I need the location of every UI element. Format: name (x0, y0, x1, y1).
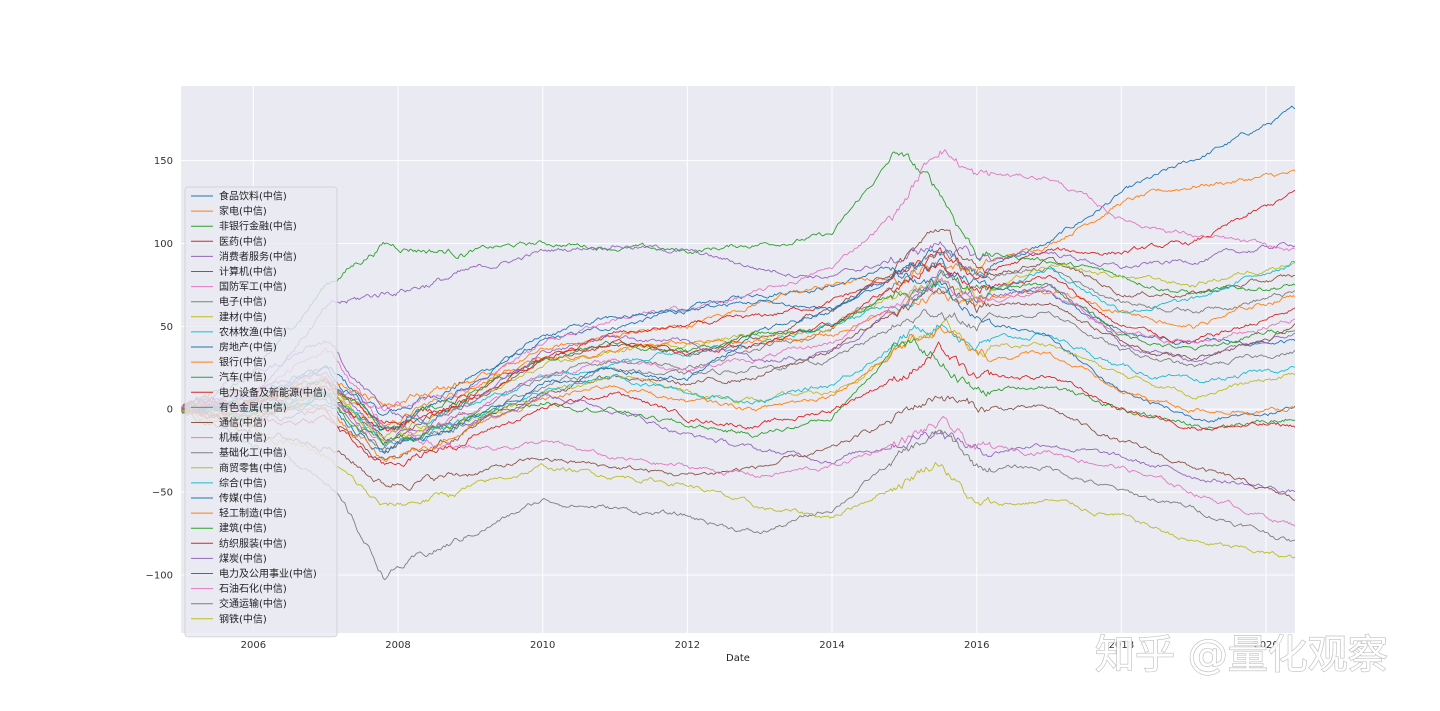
series-line (181, 228, 1295, 442)
legend-label: 汽车(中信) (219, 371, 267, 384)
series-line (181, 270, 1295, 429)
series-line (181, 409, 1295, 581)
legend-label: 基础化工(中信) (219, 446, 287, 459)
legend: 食品饮料(中信) 家电(中信) 非银行金融(中信) 医药(中信) 消费者服务(中信) 计算… (184, 186, 338, 638)
series-line (181, 275, 1295, 443)
x-axis-label: Date (726, 653, 750, 664)
series-line (181, 341, 1295, 467)
y-tick-label: 50 (160, 322, 173, 333)
legend-label: 商贸零售(中信) (219, 461, 287, 474)
legend-label: 国防军工(中信) (219, 280, 287, 293)
x-tick-label: 2006 (241, 640, 266, 651)
legend-box (184, 186, 338, 638)
legend-label: 电子(中信) (219, 295, 267, 308)
series-line (181, 347, 1295, 527)
series-line (181, 189, 1295, 426)
legend-label: 房地产(中信) (219, 341, 277, 354)
series-line (181, 340, 1295, 493)
y-tick-label: −50 (152, 488, 173, 499)
x-tick-label: 2020 (1253, 640, 1278, 651)
y-tick-label: 0 (167, 405, 173, 416)
legend-label: 电力设备及新能源(中信) (219, 386, 327, 399)
legend-label: 消费者服务(中信) (219, 250, 297, 263)
series-line (181, 241, 1295, 412)
legend-label: 煤炭(中信) (219, 552, 267, 565)
series-line (181, 308, 1295, 450)
legend-label: 建材(中信) (219, 310, 267, 323)
y-tick-label: 100 (154, 239, 173, 250)
x-tick-label: 2012 (675, 640, 700, 651)
legend-label: 交通运输(中信) (219, 597, 287, 610)
legend-label: 有色金属(中信) (219, 401, 287, 414)
series-line (181, 262, 1295, 432)
x-tick-label: 2008 (385, 640, 410, 651)
x-tick-label: 2016 (964, 640, 989, 651)
series-line (181, 151, 1295, 410)
series-lines (181, 105, 1295, 581)
series-line (181, 318, 1295, 444)
series-line (181, 408, 1295, 559)
legend-label: 医药(中信) (219, 235, 267, 248)
legend-label: 家电(中信) (219, 205, 267, 218)
legend-label: 传媒(中信) (219, 492, 267, 505)
legend-label: 农林牧渔(中信) (219, 325, 287, 338)
legend-label: 轻工制造(中信) (219, 507, 287, 520)
legend-label: 非银行金融(中信) (219, 220, 297, 233)
legend-label: 建筑(中信) (219, 522, 267, 535)
x-axis-ticks: 2006 2008 2010 2012 2014 2016 2018 2020 (241, 640, 1279, 651)
y-tick-label: −100 (146, 570, 173, 581)
series-line (181, 289, 1295, 410)
x-tick-label: 2010 (530, 640, 555, 651)
legend-label: 计算机(中信) (219, 265, 277, 278)
y-tick-label: 150 (154, 156, 173, 167)
legend-label: 石油石化(中信) (219, 582, 287, 595)
y-axis-ticks: −100 −50 0 50 100 150 (146, 156, 173, 581)
x-tick-label: 2018 (1109, 640, 1134, 651)
series-line (181, 325, 1295, 463)
series-line (181, 285, 1295, 460)
legend-label: 电力及公用事业(中信) (219, 567, 317, 580)
series-line (181, 395, 1295, 501)
legend-label: 机械(中信) (219, 431, 267, 444)
series-line (181, 324, 1295, 447)
watermark: 知乎 @量化观察 (1095, 632, 1388, 678)
legend-label: 通信(中信) (219, 416, 267, 429)
x-tick-label: 2014 (819, 640, 844, 651)
legend-label: 钢铁(中信) (219, 612, 267, 625)
series-line (181, 269, 1295, 447)
legend-label: 银行(中信) (219, 356, 267, 369)
legend-label: 综合(中信) (219, 476, 267, 489)
legend-label: 食品饮料(中信) (219, 190, 287, 203)
legend-label: 纺织服装(中信) (219, 537, 287, 550)
